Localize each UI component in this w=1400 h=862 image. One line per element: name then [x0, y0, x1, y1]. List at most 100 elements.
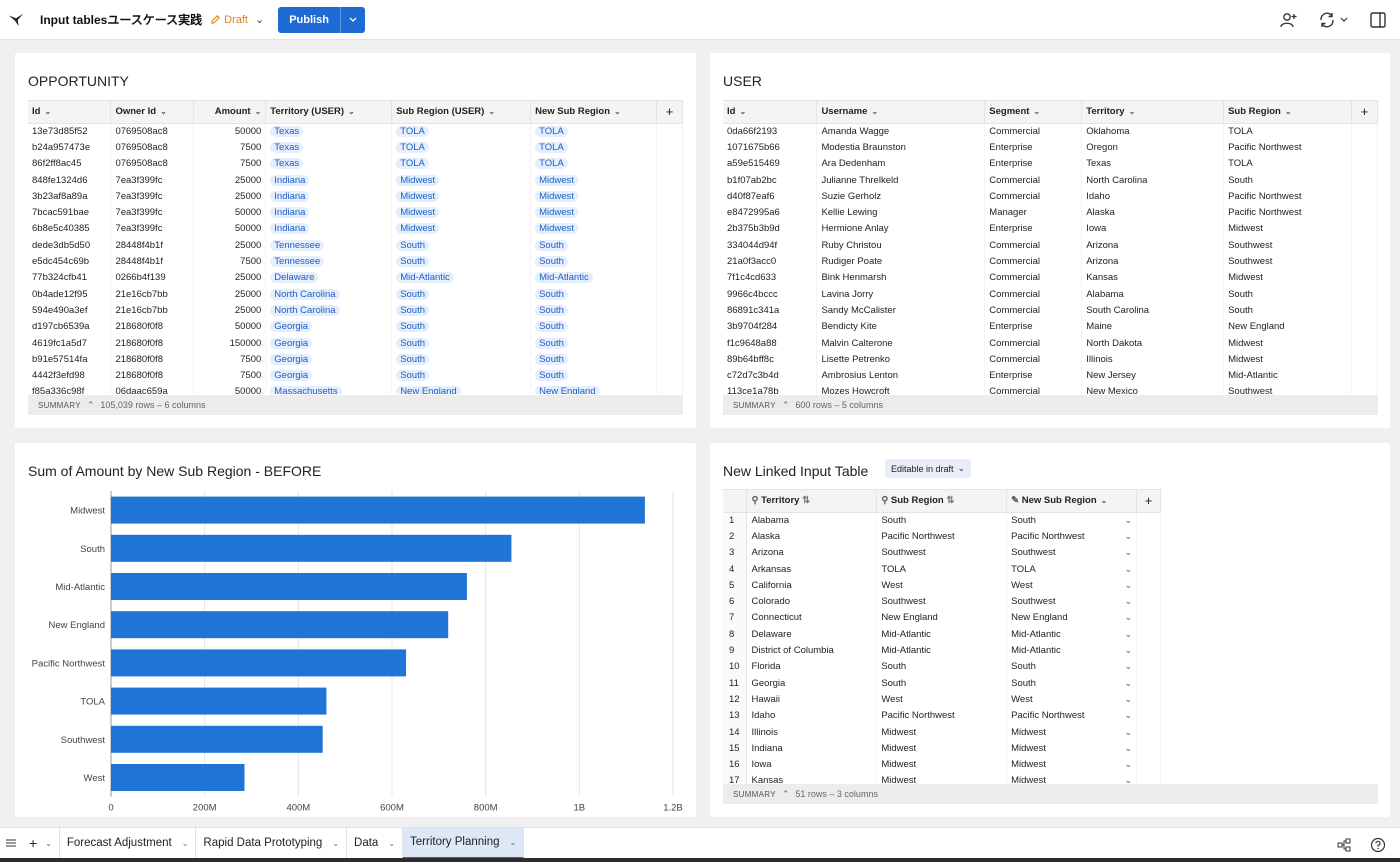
- table-cell[interactable]: Amanda Wagge: [816, 123, 986, 140]
- table-cell[interactable]: 7ea3f399fc: [110, 188, 195, 205]
- user-column-header[interactable]: Segment ⌄: [984, 101, 1083, 124]
- sub-region-cell[interactable]: Midwest: [876, 772, 1008, 785]
- territory-cell[interactable]: Illinois: [746, 723, 878, 741]
- table-cell[interactable]: Indiana: [265, 171, 393, 189]
- table-cell[interactable]: Southwest: [1223, 237, 1352, 254]
- table-cell[interactable]: South: [530, 302, 657, 319]
- table-cell[interactable]: New Jersey: [1081, 367, 1225, 384]
- refresh-menu-button[interactable]: [1316, 10, 1350, 30]
- publish-options-button[interactable]: [339, 6, 365, 33]
- lineage-icon[interactable]: [1334, 835, 1354, 855]
- territory-cell[interactable]: Florida: [746, 658, 878, 675]
- territory-cell[interactable]: Idaho: [746, 707, 878, 724]
- table-cell[interactable]: Commercial: [984, 188, 1083, 205]
- sub-region-cell[interactable]: TOLA: [876, 560, 1008, 578]
- table-cell[interactable]: Pacific Northwest: [1223, 139, 1352, 156]
- territory-cell[interactable]: Indiana: [746, 740, 878, 757]
- table-cell[interactable]: 7ea3f399fc: [110, 220, 195, 238]
- table-cell[interactable]: 25000: [193, 188, 267, 205]
- bar[interactable]: [111, 764, 245, 791]
- add-page-button[interactable]: + ⌄: [22, 827, 60, 859]
- table-cell[interactable]: Idaho: [1081, 188, 1225, 205]
- new-sub-region-select[interactable]: TOLA ⌄: [1006, 560, 1137, 578]
- table-cell[interactable]: b24a957473e: [28, 139, 112, 156]
- bar[interactable]: [111, 496, 645, 524]
- user-column-header[interactable]: Territory ⌄: [1081, 101, 1225, 124]
- table-cell[interactable]: Indiana: [265, 188, 393, 205]
- table-cell[interactable]: Ruby Christou: [816, 237, 986, 254]
- table-cell[interactable]: Delaware: [265, 269, 393, 286]
- table-cell[interactable]: 25000: [193, 269, 267, 286]
- user-column-header[interactable]: Sub Region ⌄: [1223, 101, 1352, 124]
- table-cell[interactable]: Modestia Braunston: [816, 139, 986, 156]
- territory-cell[interactable]: Alaska: [746, 528, 878, 545]
- table-cell[interactable]: 848fe1324d6: [28, 171, 112, 189]
- new-sub-region-select[interactable]: West ⌄: [1006, 577, 1137, 594]
- table-cell[interactable]: South: [391, 285, 532, 303]
- linked-column-header[interactable]: ⚲ Territory ⇅: [746, 490, 878, 513]
- bar[interactable]: [111, 687, 327, 715]
- new-sub-region-select[interactable]: Southwest ⌄: [1006, 544, 1137, 561]
- table-cell[interactable]: South: [391, 302, 532, 319]
- table-cell[interactable]: Commercial: [984, 253, 1083, 270]
- table-cell[interactable]: Mozes Howcroft: [816, 383, 986, 394]
- page-tab[interactable]: Rapid Data Prototyping ⌄: [196, 827, 348, 859]
- table-cell[interactable]: 7500: [193, 351, 267, 368]
- sub-region-cell[interactable]: Southwest: [876, 544, 1008, 561]
- table-cell[interactable]: 7f1c4cd633: [723, 269, 818, 286]
- table-cell[interactable]: Midwest: [1223, 351, 1352, 368]
- table-cell[interactable]: 7500: [193, 139, 267, 156]
- table-cell[interactable]: 113ce1a78b: [723, 383, 818, 394]
- table-cell[interactable]: 0b4ade12f95: [28, 285, 112, 303]
- table-cell[interactable]: Sandy McCalister: [816, 302, 986, 319]
- table-cell[interactable]: South Carolina: [1081, 302, 1225, 319]
- bar[interactable]: [111, 573, 467, 600]
- table-cell[interactable]: Pacific Northwest: [1223, 188, 1352, 205]
- table-cell[interactable]: b91e57514fa: [28, 351, 112, 368]
- table-cell[interactable]: TOLA: [530, 139, 657, 156]
- table-cell[interactable]: New Mexico: [1081, 383, 1225, 394]
- table-cell[interactable]: 594e490a3ef: [28, 302, 112, 319]
- table-cell[interactable]: South: [391, 334, 532, 352]
- sub-region-cell[interactable]: Pacific Northwest: [876, 528, 1008, 545]
- publish-button[interactable]: Publish: [278, 6, 340, 33]
- sub-region-cell[interactable]: Southwest: [876, 593, 1008, 610]
- table-cell[interactable]: Alabama: [1081, 285, 1225, 303]
- table-cell[interactable]: Ambrosius Lenton: [816, 367, 986, 384]
- table-cell[interactable]: Massachusetts: [265, 383, 393, 394]
- new-sub-region-select[interactable]: Midwest ⌄: [1006, 756, 1137, 773]
- opportunity-summary[interactable]: SUMMARY ⌃ 105,039 rows – 6 columns: [28, 395, 683, 415]
- table-cell[interactable]: Pacific Northwest: [1223, 204, 1352, 221]
- user-column-header[interactable]: Username ⌄: [816, 101, 986, 124]
- table-cell[interactable]: Rudiger Poate: [816, 253, 986, 270]
- table-cell[interactable]: Alaska: [1081, 204, 1225, 221]
- pages-menu-icon[interactable]: [0, 828, 22, 859]
- add-column-button[interactable]: +: [656, 101, 683, 124]
- new-sub-region-select[interactable]: West ⌄: [1006, 691, 1137, 708]
- table-cell[interactable]: Midwest: [530, 171, 657, 189]
- table-cell[interactable]: Hermione Anlay: [816, 220, 986, 238]
- table-cell[interactable]: 13e73d85f52: [28, 123, 112, 140]
- table-cell[interactable]: 50000: [193, 220, 267, 238]
- table-cell[interactable]: Midwest: [391, 204, 532, 221]
- table-cell[interactable]: Southwest: [1223, 383, 1352, 394]
- territory-cell[interactable]: Iowa: [746, 756, 878, 773]
- territory-cell[interactable]: California: [746, 577, 878, 594]
- table-cell[interactable]: d197cb6539a: [28, 318, 112, 335]
- table-cell[interactable]: Mid-Atlantic: [530, 269, 657, 286]
- new-sub-region-select[interactable]: New England ⌄: [1006, 609, 1137, 627]
- table-cell[interactable]: South: [530, 318, 657, 335]
- add-column-button[interactable]: +: [1351, 101, 1378, 124]
- table-cell[interactable]: 0769508ac8: [110, 139, 195, 156]
- add-user-icon[interactable]: [1278, 10, 1298, 30]
- table-cell[interactable]: Georgia: [265, 318, 393, 335]
- table-cell[interactable]: 50000: [193, 383, 267, 394]
- opportunity-column-header[interactable]: New Sub Region ⌄: [530, 101, 657, 124]
- table-cell[interactable]: Tennessee: [265, 237, 393, 254]
- opportunity-column-header[interactable]: Amount ⌄: [193, 101, 267, 124]
- table-cell[interactable]: 28448f4b1f: [110, 253, 195, 270]
- table-cell[interactable]: Georgia: [265, 367, 393, 384]
- table-cell[interactable]: 3b9704f284: [723, 318, 818, 335]
- table-cell[interactable]: 334044d94f: [723, 237, 818, 254]
- table-cell[interactable]: 6b8e5c40385: [28, 220, 112, 238]
